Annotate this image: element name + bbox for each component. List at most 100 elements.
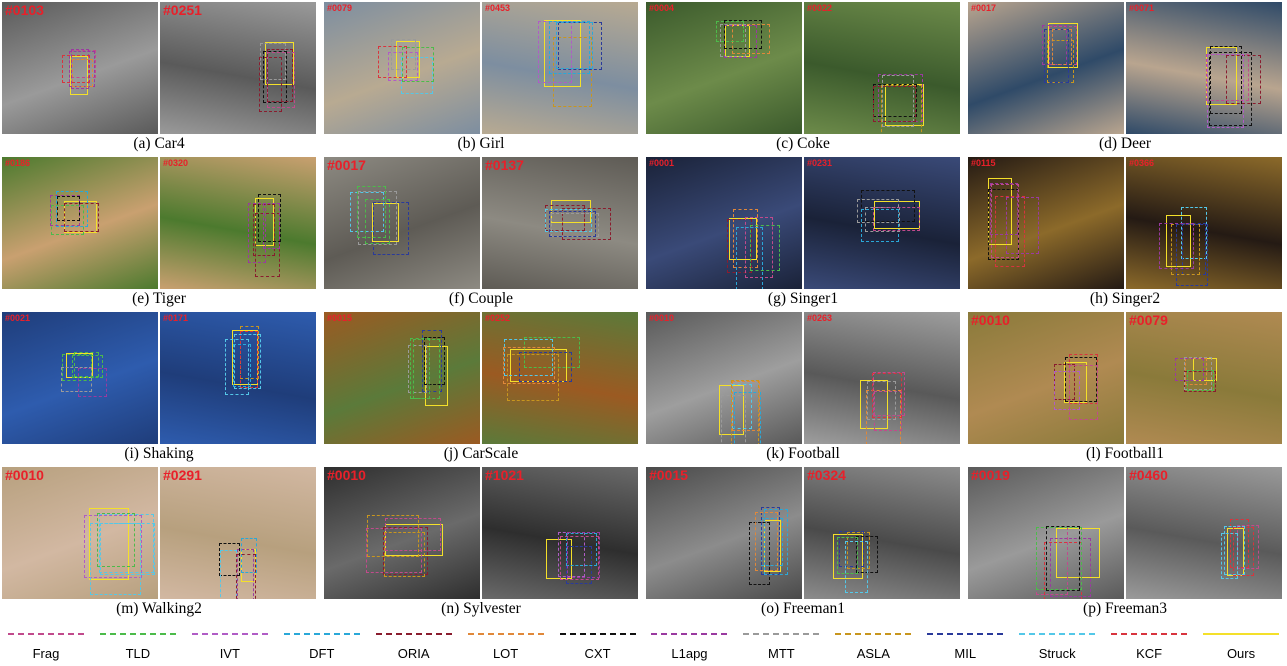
- panel-caption: (o) Freeman1: [761, 600, 845, 617]
- frame-number: #0453: [485, 3, 511, 13]
- tracker-box: [64, 203, 100, 233]
- frame-number: #0022: [807, 3, 833, 13]
- tracker-box: [857, 198, 899, 224]
- frame-number: #0010: [971, 312, 1010, 328]
- legend-label: Frag: [32, 646, 60, 661]
- tracker-box: [745, 217, 773, 278]
- tracker-box: [236, 554, 256, 599]
- tracker-box: [873, 207, 921, 231]
- tracker-box: [1005, 197, 1040, 254]
- legend-swatch: [283, 633, 360, 635]
- tracker-box: [873, 371, 906, 417]
- video-frame: #0263: [804, 312, 960, 444]
- legend-label: L1apg: [671, 646, 708, 661]
- tracker-box: [725, 25, 750, 57]
- tracker-box: [1166, 215, 1192, 267]
- tracker-box: [258, 57, 282, 112]
- tracker-box: [860, 190, 915, 223]
- video-frame: #0186: [2, 157, 158, 289]
- tracker-box: [556, 22, 594, 69]
- legend-swatch: [927, 633, 1004, 635]
- tracker-box: [1035, 527, 1083, 590]
- tracker-box: [233, 333, 261, 390]
- legend-label: KCF: [1136, 646, 1163, 661]
- legend-item: Frag: [4, 622, 88, 666]
- tracker-box: [237, 548, 254, 599]
- panel: #0017 #0137 (f) Couple: [322, 155, 640, 310]
- tracker-box: [846, 531, 871, 569]
- tracker-box: [735, 226, 764, 289]
- legend-item: TLD: [96, 622, 180, 666]
- legend-item: MTT: [739, 622, 823, 666]
- tracker-box: [98, 514, 155, 573]
- video-frame: #0231: [804, 157, 960, 289]
- tracker-box: [728, 217, 758, 261]
- panel: #0001 #0231 (g) Singer1: [644, 155, 962, 310]
- frame-number: #0010: [649, 313, 675, 323]
- video-frame: #0251: [160, 2, 316, 134]
- legend-swatch: [743, 633, 820, 635]
- legend-item: CXT: [556, 622, 640, 666]
- tracker-box: [1205, 47, 1238, 106]
- tracker-box: [70, 49, 89, 90]
- tracker-box: [1192, 357, 1218, 382]
- tracker-box: [731, 381, 761, 431]
- tracker-box: [845, 540, 869, 594]
- legend-swatch: [1203, 633, 1280, 635]
- frame-number: #0251: [163, 2, 202, 18]
- tracker-box: [1206, 53, 1245, 129]
- video-frame: #0171: [160, 312, 316, 444]
- legend-label: Struck: [1038, 646, 1076, 661]
- panel-caption: (n) Sylvester: [441, 600, 521, 617]
- video-frame: #1021: [482, 467, 638, 599]
- video-frame: #0366: [1126, 157, 1282, 289]
- tracker-box: [731, 23, 770, 55]
- video-frame: #0021: [2, 312, 158, 444]
- legend-item: L1apg: [647, 622, 731, 666]
- frame-pair: #0021 #0171: [2, 312, 316, 444]
- panel-caption: (b) Girl: [457, 135, 505, 152]
- tracker-box: [994, 195, 1026, 267]
- tracker-box: [867, 381, 897, 420]
- tracker-box: [553, 36, 592, 108]
- frame-number: #0115: [971, 158, 996, 168]
- legend-item: ORIA: [372, 622, 456, 666]
- tracker-box: [219, 549, 237, 599]
- frame-number: #0171: [163, 313, 189, 323]
- frame-pair: #0017 #0071: [968, 2, 1282, 134]
- legend-swatch: [375, 633, 452, 635]
- panel: #0079 #0453 (b) Girl: [322, 0, 640, 155]
- video-frame: #0079: [1126, 312, 1282, 444]
- video-frame: #0019: [968, 467, 1124, 599]
- panel-caption: (f) Couple: [448, 290, 514, 307]
- video-frame: #0460: [1126, 467, 1282, 599]
- tracker-box: [266, 52, 295, 109]
- tracker-box: [1047, 40, 1074, 84]
- tracker-box: [248, 202, 267, 263]
- video-frame: #0022: [804, 2, 960, 134]
- tracker-box: [873, 86, 917, 122]
- frame-pair: #0010 #0291: [2, 467, 316, 599]
- frame-pair: #0015 #0252: [324, 312, 638, 444]
- tracker-box: [748, 522, 771, 585]
- legend-label: IVT: [219, 646, 240, 661]
- frame-number: #0019: [971, 467, 1010, 483]
- video-frame: #0137: [482, 157, 638, 289]
- tracker-box: [548, 210, 596, 238]
- legend-item: Ours: [1199, 622, 1283, 666]
- panel: #0015 #0252 (j) CarScale: [322, 310, 640, 465]
- panel: #0015 #0324 (o) Freeman1: [644, 465, 962, 620]
- panel: #0010 #0291 (m) Walking2: [0, 465, 318, 620]
- tracker-box: [545, 208, 592, 232]
- video-frame: #0017: [968, 2, 1124, 134]
- legend-swatch: [1019, 633, 1096, 635]
- tracker-box: [425, 346, 448, 406]
- tracker-box: [365, 199, 391, 245]
- panel-caption: (d) Deer: [1098, 135, 1152, 152]
- frame-number: #0015: [327, 313, 353, 323]
- legend-item: DFT: [280, 622, 364, 666]
- frame-number: #0103: [5, 2, 44, 18]
- frame-number: #0010: [327, 467, 366, 483]
- frame-number: #0017: [971, 3, 997, 13]
- frame-pair: #0017 #0137: [324, 157, 638, 289]
